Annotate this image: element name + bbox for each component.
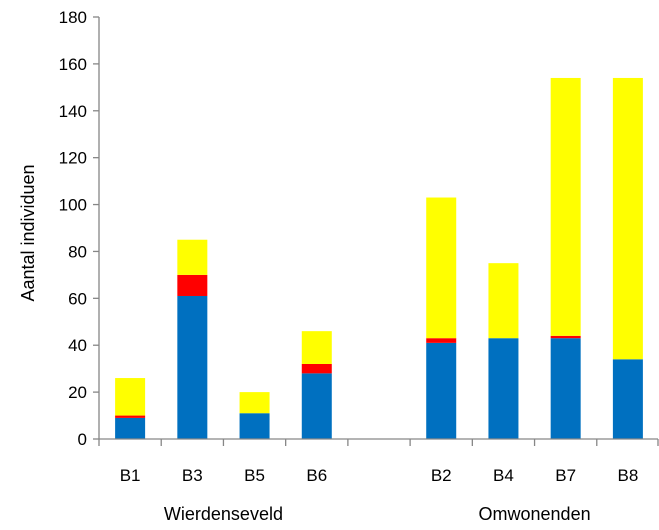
bar-segment-B4-s3 [488, 263, 519, 339]
x-axis: B1 B3 B5 B6 B2 B4 B7 B8 [98, 438, 659, 485]
bar-segment-B7-s1 [550, 338, 581, 439]
bar-segment-B3-s1 [177, 295, 208, 439]
y-tick-label: 40 [68, 336, 87, 355]
group-label: Omwonenden [479, 504, 591, 524]
group-label: Wierdenseveld [164, 504, 283, 524]
bar-segment-B2-s1 [426, 342, 457, 439]
y-tick-label: 140 [59, 102, 87, 121]
y-tick-label: 0 [78, 430, 87, 449]
x-tick-label: B2 [431, 466, 452, 485]
bar-segment-B6-s2 [301, 363, 332, 374]
bar-segment-B3-s3 [177, 239, 208, 275]
y-tick-label: 60 [68, 289, 87, 308]
y-tick-label: 180 [59, 8, 87, 27]
bar-segment-B6-s3 [301, 331, 332, 364]
bar-segment-B1-s3 [115, 378, 146, 416]
y-tick-label: 160 [59, 55, 87, 74]
bar-segment-B2-s3 [426, 197, 457, 339]
y-axis: 0 20 40 60 80 100 120 140 160 180 [59, 8, 100, 449]
bar-segment-B8-s1 [612, 359, 643, 439]
x-tick-label: B6 [306, 466, 327, 485]
bar-segment-B5-s3 [239, 392, 270, 414]
x-tick-label: B8 [617, 466, 638, 485]
bar-segment-B1-s1 [115, 417, 146, 439]
y-tick-label: 80 [68, 242, 87, 261]
x-tick-label: B5 [244, 466, 265, 485]
bars [115, 77, 643, 439]
group-labels: Wierdenseveld Omwonenden [164, 504, 591, 524]
bar-segment-B7-s3 [550, 77, 581, 336]
x-tick-label: B3 [182, 466, 203, 485]
bar-segment-B3-s2 [177, 274, 208, 296]
bar-segment-B1-s2 [115, 415, 146, 418]
x-tick-label: B7 [555, 466, 576, 485]
y-tick-label: 120 [59, 149, 87, 168]
x-tick-label: B1 [120, 466, 141, 485]
y-tick-label: 20 [68, 383, 87, 402]
y-tick-label: 100 [59, 196, 87, 215]
bar-segment-B8-s3 [612, 77, 643, 360]
y-axis-title: Aantal individuen [18, 164, 38, 301]
bar-segment-B4-s1 [488, 338, 519, 439]
bar-segment-B2-s2 [426, 338, 457, 343]
bar-segment-B7-s2 [550, 335, 581, 339]
bar-segment-B5-s1 [239, 413, 270, 439]
bar-segment-B6-s1 [301, 373, 332, 439]
x-tick-label: B4 [493, 466, 514, 485]
